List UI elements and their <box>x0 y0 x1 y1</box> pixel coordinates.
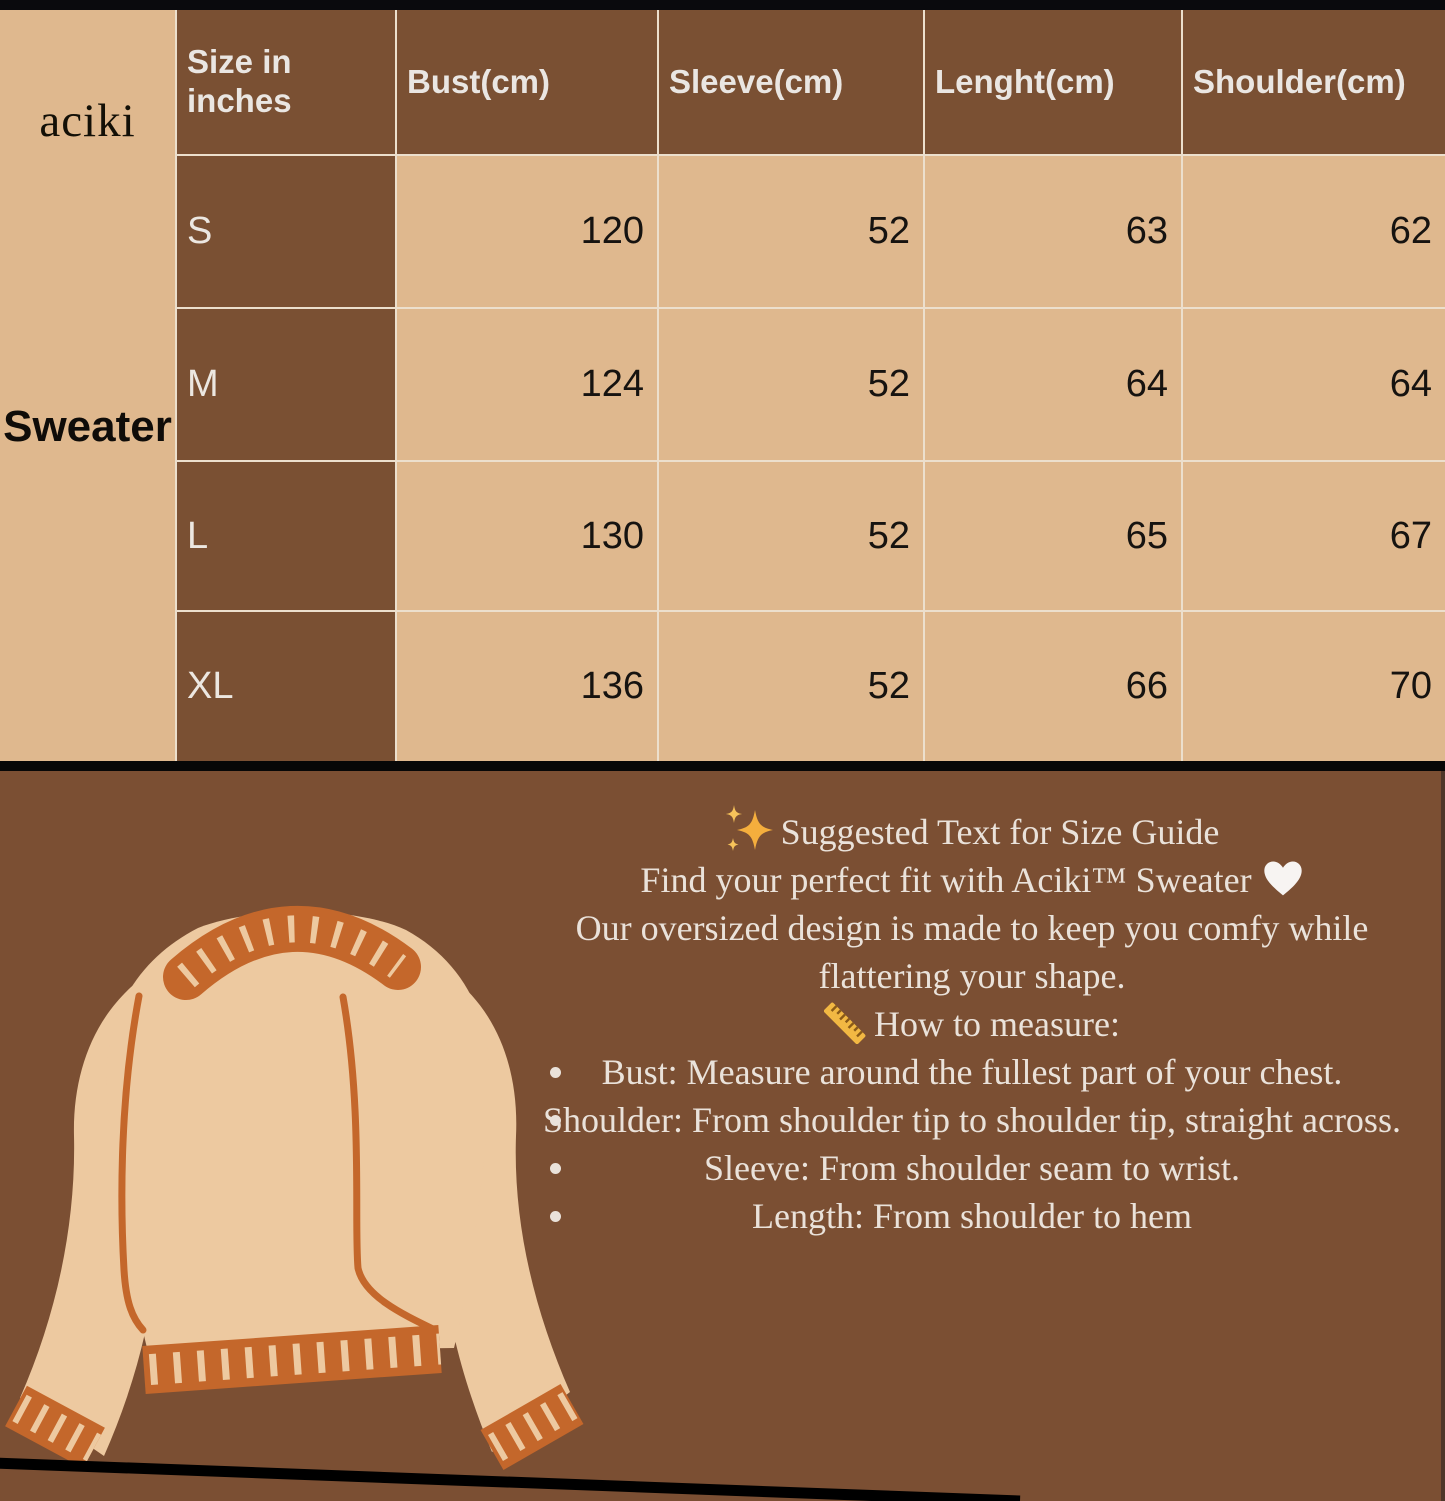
m-sleeve-value: 52 <box>659 309 923 460</box>
ruler-icon <box>824 1002 866 1044</box>
product-label: Sweater <box>3 402 172 451</box>
guide-title-line: Suggested Text for Size Guide <box>512 802 1432 856</box>
s-bust-value: 120 <box>397 156 657 307</box>
guide-fit-text: Find your perfect fit with Aciki™ Sweate… <box>640 860 1252 900</box>
right-edge-shadow <box>1441 771 1445 1501</box>
l-shoulder-value: 67 <box>1183 462 1445 610</box>
header-bust: Bust(cm) <box>397 10 657 154</box>
header-length: Lenght(cm) <box>925 10 1181 154</box>
bullet-dot <box>550 1115 561 1126</box>
size-label-l: L <box>177 462 395 610</box>
bullet-dot <box>550 1067 561 1078</box>
size-label-s: S <box>177 156 395 307</box>
xl-sleeve-value: 52 <box>659 612 923 761</box>
guide-text-block: Suggested Text for Size Guide Find your … <box>512 802 1432 1240</box>
m-bust-value: 124 <box>397 309 657 460</box>
xl-bust-value: 136 <box>397 612 657 761</box>
xl-shoulder-value: 70 <box>1183 612 1445 761</box>
m-length-value: 64 <box>925 309 1181 460</box>
size-label-m: M <box>177 309 395 460</box>
bullet-item-bust: Bust: Measure around the fullest part of… <box>512 1048 1432 1096</box>
sweater-illustration <box>5 906 584 1470</box>
measure-bullet-list: Bust: Measure around the fullest part of… <box>512 1048 1432 1240</box>
s-sleeve-value: 52 <box>659 156 923 307</box>
xl-length-value: 66 <box>925 612 1181 761</box>
bullet-length-text: Length: From shoulder to hem <box>752 1196 1192 1236</box>
size-label-xl: XL <box>177 612 395 761</box>
diagonal-edge-line <box>0 1457 1021 1501</box>
bullet-item-length: Length: From shoulder to hem <box>512 1192 1432 1240</box>
bullet-dot <box>550 1211 561 1222</box>
brand-logo: aciki <box>39 95 136 147</box>
guide-description: Our oversized design is made to keep you… <box>575 908 1369 996</box>
bullet-shoulder-text: Shoulder: From shoulder tip to shoulder … <box>543 1100 1401 1140</box>
white-heart-icon <box>1263 861 1302 896</box>
brand-cell: aciki Sweater <box>0 10 175 761</box>
header-size: Size in inches <box>177 10 395 154</box>
bullet-dot <box>550 1163 561 1174</box>
guide-fit-line: Find your perfect fit with Aciki™ Sweate… <box>512 856 1432 904</box>
guide-measure-line: How to measure: <box>512 1000 1432 1048</box>
guide-measure-text: How to measure: <box>874 1004 1120 1044</box>
size-table: aciki Sweater Size in inches Bust(cm) Sl… <box>0 10 1445 761</box>
bullet-item-shoulder: Shoulder: From shoulder tip to shoulder … <box>512 1096 1432 1144</box>
header-shoulder: Shoulder(cm) <box>1183 10 1445 154</box>
s-shoulder-value: 62 <box>1183 156 1445 307</box>
bullet-sleeve-text: Sleeve: From shoulder seam to wrist. <box>704 1148 1240 1188</box>
l-bust-value: 130 <box>397 462 657 610</box>
bullet-bust-text: Bust: Measure around the fullest part of… <box>601 1052 1343 1092</box>
bullet-item-sleeve: Sleeve: From shoulder seam to wrist. <box>512 1144 1432 1192</box>
section-divider <box>0 761 1445 771</box>
guide-title-text: Suggested Text for Size Guide <box>780 812 1220 852</box>
sparkles-icon <box>725 805 773 851</box>
top-border <box>0 0 1445 10</box>
l-sleeve-value: 52 <box>659 462 923 610</box>
m-shoulder-value: 64 <box>1183 309 1445 460</box>
s-length-value: 63 <box>925 156 1181 307</box>
header-sleeve: Sleeve(cm) <box>659 10 923 154</box>
l-length-value: 65 <box>925 462 1181 610</box>
